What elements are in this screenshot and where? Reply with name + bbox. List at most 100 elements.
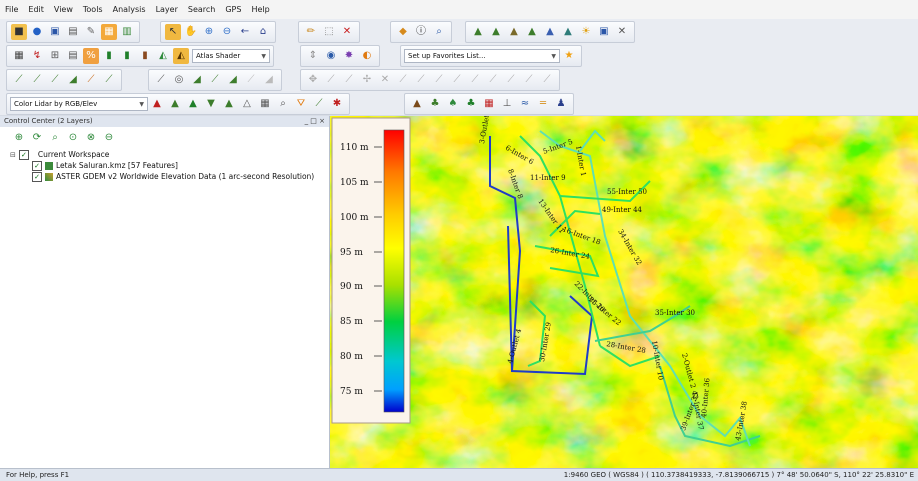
layer-zoom-icon[interactable]: ⊕ — [14, 132, 24, 143]
save-icon[interactable]: ▣ — [50, 26, 60, 37]
layer-refresh-icon[interactable]: ⟳ — [32, 132, 42, 143]
class-water-icon[interactable]: ≈ — [520, 98, 530, 109]
control-center-icon[interactable]: ▦ — [101, 24, 117, 40]
slope-icon[interactable]: % — [83, 48, 99, 64]
menu-edit[interactable]: Edit — [28, 5, 44, 14]
map-view[interactable]: 3-Outlet 3 6-Inter 6 5-Inter 5 1-Inter 1… — [330, 116, 918, 468]
edit-tool-3-icon[interactable]: ⟋ — [471, 74, 479, 85]
draw-point-icon[interactable]: ⟋ — [87, 74, 95, 85]
lidar-tool-7-icon[interactable]: ▦ — [260, 98, 270, 109]
radius-icon[interactable]: ◎ — [174, 74, 184, 85]
vertical-exaggeration-icon[interactable]: ⇕ — [308, 50, 318, 61]
tree-collapse-icon[interactable]: ⊟ — [10, 150, 16, 159]
layer-options-icon[interactable]: ⊙ — [68, 132, 78, 143]
split-icon[interactable]: ✕ — [380, 74, 390, 85]
filter-icon[interactable]: ⛛ — [296, 98, 306, 109]
favorites-select[interactable]: Set up Favorites List... ▼ — [404, 49, 560, 63]
terrain-tool-3-icon[interactable]: ▲ — [510, 26, 518, 37]
color-picker-icon[interactable]: ◐ — [362, 50, 372, 61]
path-profile-icon[interactable]: ↯ — [32, 50, 42, 61]
open-data-icon[interactable]: ● — [32, 26, 42, 37]
disabled-tool-2-icon[interactable]: ◢ — [265, 74, 273, 85]
view-shed-icon[interactable]: ⊞ — [50, 50, 60, 61]
terrain-tool-2-icon[interactable]: ▲ — [492, 26, 500, 37]
menu-search[interactable]: Search — [187, 5, 216, 14]
panel-window-buttons[interactable]: _ □ × — [304, 117, 325, 125]
lidar-tool-2-icon[interactable]: ▲ — [171, 98, 179, 109]
class-building-icon[interactable]: ▦ — [484, 98, 494, 109]
measure-icon[interactable]: ⟋ — [157, 74, 165, 85]
reshape-icon[interactable]: ⟋ — [345, 74, 353, 85]
chart-3-icon[interactable]: ▮ — [142, 50, 148, 61]
area-measure-icon[interactable]: ◢ — [193, 74, 201, 85]
overview-icon[interactable]: ▥ — [122, 26, 132, 37]
menu-help[interactable]: Help — [251, 5, 270, 14]
print-icon[interactable]: ▤ — [68, 26, 78, 37]
menu-tools[interactable]: Tools — [82, 5, 103, 14]
select-icon[interactable]: ⬚ — [324, 26, 334, 37]
class-low-veg-icon[interactable]: ♠ — [448, 98, 458, 109]
add-vertex-icon[interactable]: ⟋ — [327, 74, 335, 85]
chart-2-icon[interactable]: ▮ — [124, 50, 130, 61]
lidar-tool-3-icon[interactable]: ▲ — [189, 98, 197, 109]
shader-select[interactable]: Atlas Shader ▼ — [192, 49, 270, 63]
draw-line-2-icon[interactable]: ⟋ — [33, 74, 41, 85]
lidar-tool-1-icon[interactable]: ▲ — [153, 98, 161, 109]
class-ground-icon[interactable]: ▲ — [413, 98, 421, 109]
terrain-tool-5-icon[interactable]: ▲ — [546, 26, 554, 37]
class-road-icon[interactable]: ═ — [539, 98, 547, 109]
move-vertex-icon[interactable]: ✥ — [308, 74, 318, 85]
layer-checkbox[interactable]: ✓ — [32, 171, 42, 182]
layer-close-icon[interactable]: ⊖ — [104, 132, 114, 143]
trim-icon[interactable]: ⟋ — [417, 74, 425, 85]
menu-layer[interactable]: Layer — [155, 5, 178, 14]
edit-tool-7-icon[interactable]: ⟋ — [543, 74, 551, 85]
draw-area-icon[interactable]: ⟋ — [51, 74, 59, 85]
tree-layer-row[interactable]: ✓ ASTER GDEM v2 Worldwide Elevation Data… — [0, 171, 329, 182]
globe-icon[interactable]: ◉ — [326, 50, 336, 61]
lidar-tool-8-icon[interactable]: ⌕ — [280, 98, 286, 109]
color-lidar-select[interactable]: Color Lidar by RGB/Elev ▼ — [10, 97, 148, 111]
search-icon[interactable]: ⌕ — [436, 26, 442, 37]
draw-area-2-icon[interactable]: ◢ — [69, 74, 77, 85]
home-icon[interactable]: ⌂ — [259, 26, 267, 37]
layer-search-icon[interactable]: ⌕ — [52, 132, 58, 143]
new-workspace-icon[interactable]: ■ — [11, 24, 27, 40]
favorites-star-icon[interactable]: ★ — [564, 50, 574, 61]
grid-icon[interactable]: ▦ — [14, 50, 24, 61]
layer-options-icon[interactable]: ▤ — [68, 50, 78, 61]
digitize-icon[interactable]: ↖ — [165, 24, 181, 40]
menu-file[interactable]: File — [5, 5, 19, 14]
edit-tool-1-icon[interactable]: ⟋ — [435, 74, 443, 85]
disabled-tool-1-icon[interactable]: ⟋ — [247, 74, 255, 85]
tree-layer-row[interactable]: ✓ Letak Saluran.kmz [57 Features] — [0, 160, 329, 171]
draw-shape-icon[interactable]: ⟋ — [105, 74, 113, 85]
menu-analysis[interactable]: Analysis — [112, 5, 146, 14]
feature-info-icon[interactable]: ◆ — [399, 26, 407, 37]
map-layout-icon[interactable]: ▣ — [599, 26, 609, 37]
edit-tool-2-icon[interactable]: ⟋ — [453, 74, 461, 85]
terrain-tool-4-icon[interactable]: ▲ — [528, 26, 536, 37]
class-person-icon[interactable]: ♟ — [556, 98, 566, 109]
lidar-tool-9-icon[interactable]: ⟋ — [315, 98, 323, 109]
class-vegetation-icon[interactable]: ♣ — [430, 98, 440, 109]
layer-find-icon[interactable]: ⊗ — [86, 132, 96, 143]
polygon-measure-icon[interactable]: ◢ — [229, 74, 237, 85]
terrain-tool-6-icon[interactable]: ▲ — [564, 26, 572, 37]
draw-line-icon[interactable]: ⟋ — [15, 74, 23, 85]
pan-icon[interactable]: ✋ — [184, 26, 198, 37]
terrain-tool-1-icon[interactable]: ▲ — [474, 26, 482, 37]
lidar-tool-4-icon[interactable]: ▼ — [207, 98, 215, 109]
edit-tool-6-icon[interactable]: ⟋ — [525, 74, 533, 85]
edit-tool-4-icon[interactable]: ⟋ — [489, 74, 497, 85]
back-icon[interactable]: ← — [240, 26, 250, 37]
shader-options-icon[interactable]: ✸ — [344, 50, 354, 61]
chart-1-icon[interactable]: ▮ — [106, 50, 112, 61]
lidar-tool-6-icon[interactable]: △ — [243, 98, 251, 109]
terrain-shade-2-icon[interactable]: ◭ — [173, 48, 189, 64]
draw-icon[interactable]: ✏ — [306, 26, 316, 37]
lidar-tool-10-icon[interactable]: ✱ — [332, 98, 342, 109]
line-measure-icon[interactable]: ⟋ — [211, 74, 219, 85]
config-icon[interactable]: ✎ — [86, 26, 96, 37]
cross-icon[interactable]: ✢ — [362, 74, 372, 85]
